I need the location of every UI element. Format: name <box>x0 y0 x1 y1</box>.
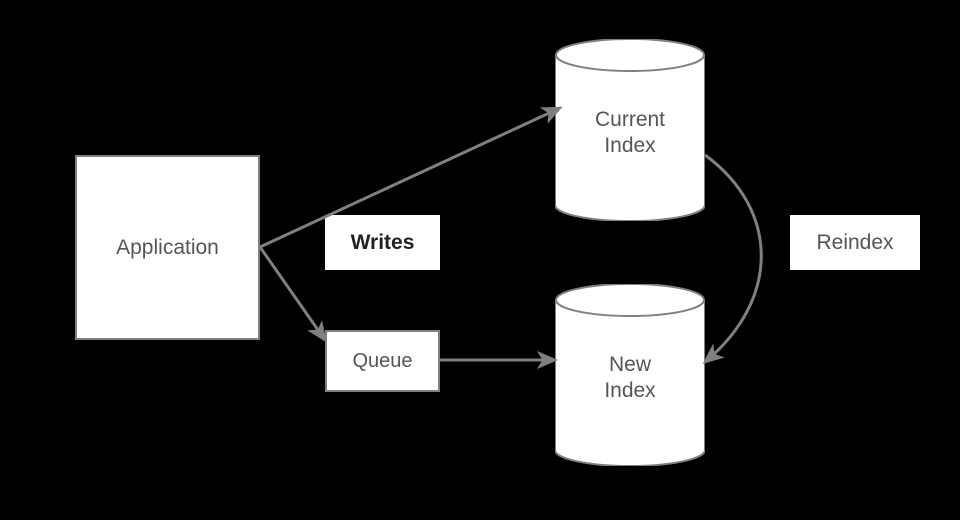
node-new-index-label: NewIndex <box>555 352 705 405</box>
edge-app-to-queue <box>260 247 325 340</box>
diagram-canvas: Application Queue Writes Reindex Current… <box>0 0 960 520</box>
label-reindex-text: Reindex <box>816 231 893 255</box>
node-current-index: CurrentIndex <box>555 39 705 221</box>
label-reindex: Reindex <box>790 215 920 270</box>
node-application-label: Application <box>116 236 219 260</box>
label-writes-text: Writes <box>351 231 415 255</box>
node-queue: Queue <box>325 330 440 392</box>
edge-current-to-new-reindex <box>705 155 761 362</box>
node-new-index: NewIndex <box>555 284 705 466</box>
node-current-index-label: CurrentIndex <box>555 107 705 160</box>
node-queue-label: Queue <box>352 350 412 373</box>
label-writes: Writes <box>325 215 440 270</box>
node-application: Application <box>75 155 260 340</box>
